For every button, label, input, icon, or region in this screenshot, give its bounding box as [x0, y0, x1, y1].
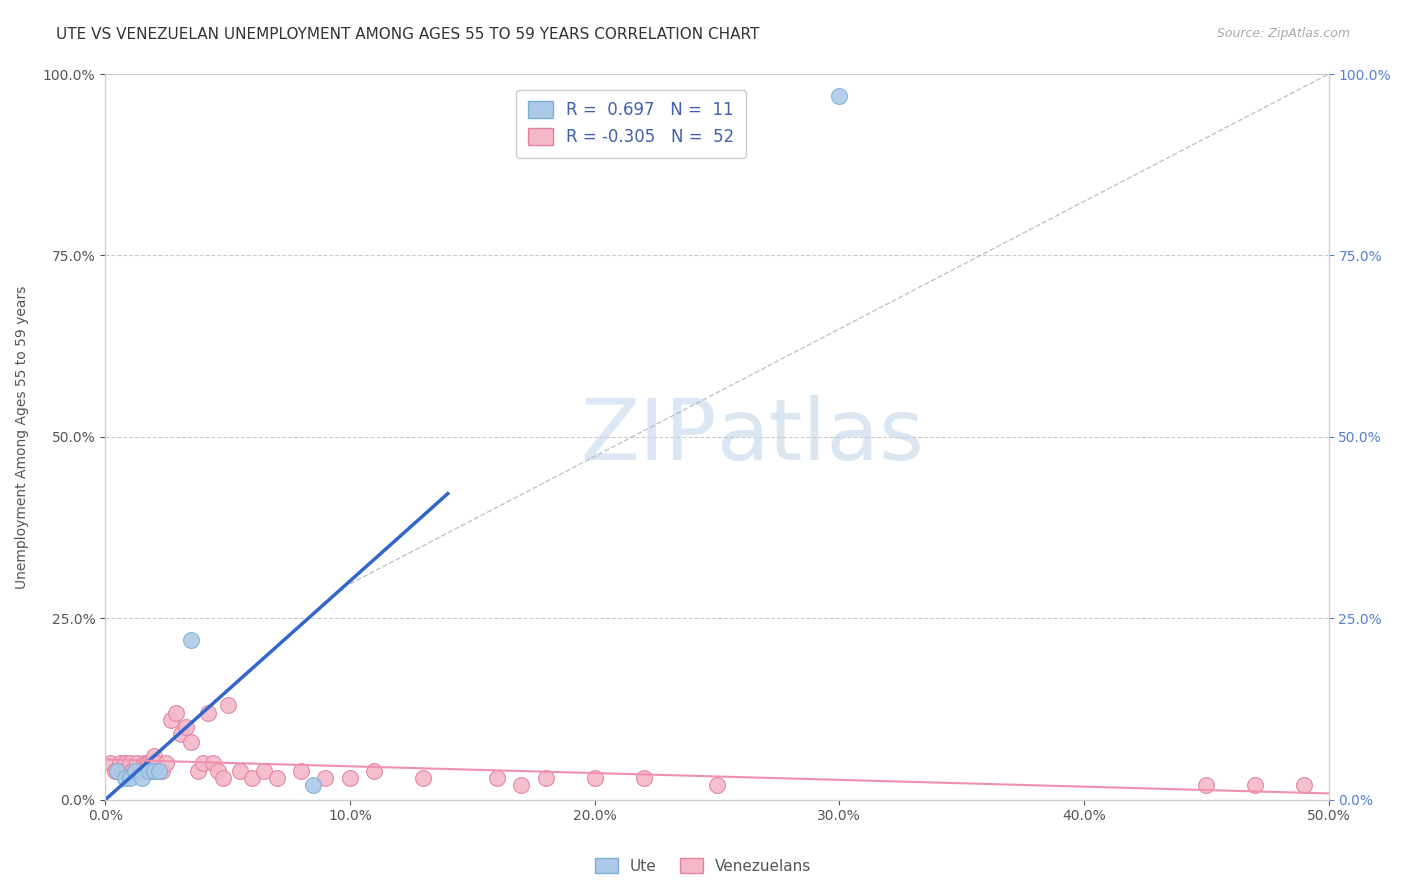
Point — [187, 764, 209, 778]
Point — [339, 771, 361, 785]
Point — [253, 764, 276, 778]
Point — [240, 771, 263, 785]
Text: ZIP: ZIP — [581, 395, 717, 478]
Point — [114, 771, 136, 785]
Point — [314, 771, 336, 785]
Point — [180, 735, 202, 749]
Point — [583, 771, 606, 785]
Point — [155, 756, 177, 771]
Point — [170, 727, 193, 741]
Point — [141, 756, 163, 771]
Point — [201, 756, 224, 771]
Point — [143, 764, 166, 778]
Point — [131, 764, 153, 778]
Point — [135, 756, 157, 771]
Point — [107, 764, 129, 778]
Legend: R =  0.697   N =  11, R = -0.305   N =  52: R = 0.697 N = 11, R = -0.305 N = 52 — [516, 89, 747, 158]
Point — [197, 706, 219, 720]
Point — [1294, 778, 1316, 792]
Point — [211, 771, 233, 785]
Point — [180, 633, 202, 648]
Point — [266, 771, 288, 785]
Point — [160, 713, 183, 727]
Point — [191, 756, 214, 771]
Point — [706, 778, 728, 792]
Point — [145, 756, 167, 771]
Point — [138, 756, 160, 771]
Point — [1244, 778, 1267, 792]
Point — [302, 778, 325, 792]
Point — [165, 706, 187, 720]
Point — [104, 764, 127, 778]
Point — [114, 756, 136, 771]
Point — [124, 764, 146, 778]
Point — [148, 764, 170, 778]
Point — [107, 764, 129, 778]
Point — [125, 756, 148, 771]
Point — [111, 764, 134, 778]
Point — [229, 764, 252, 778]
Point — [98, 756, 121, 771]
Point — [534, 771, 557, 785]
Point — [143, 749, 166, 764]
Legend: Ute, Venezuelans: Ute, Venezuelans — [589, 852, 817, 880]
Point — [290, 764, 312, 778]
Point — [828, 88, 851, 103]
Point — [148, 764, 170, 778]
Point — [124, 764, 146, 778]
Point — [108, 756, 131, 771]
Point — [117, 764, 139, 778]
Point — [138, 764, 160, 778]
Point — [118, 771, 141, 785]
Text: Source: ZipAtlas.com: Source: ZipAtlas.com — [1216, 27, 1350, 40]
Point — [217, 698, 239, 713]
Y-axis label: Unemployment Among Ages 55 to 59 years: Unemployment Among Ages 55 to 59 years — [15, 285, 30, 589]
Point — [485, 771, 508, 785]
Point — [207, 764, 229, 778]
Point — [131, 771, 153, 785]
Point — [510, 778, 533, 792]
Point — [118, 756, 141, 771]
Point — [363, 764, 385, 778]
Point — [412, 771, 434, 785]
Point — [633, 771, 655, 785]
Point — [128, 764, 150, 778]
Point — [134, 756, 156, 771]
Point — [174, 720, 197, 734]
Point — [121, 764, 143, 778]
Text: atlas: atlas — [717, 395, 925, 478]
Point — [150, 764, 173, 778]
Point — [1195, 778, 1218, 792]
Text: UTE VS VENEZUELAN UNEMPLOYMENT AMONG AGES 55 TO 59 YEARS CORRELATION CHART: UTE VS VENEZUELAN UNEMPLOYMENT AMONG AGE… — [56, 27, 759, 42]
